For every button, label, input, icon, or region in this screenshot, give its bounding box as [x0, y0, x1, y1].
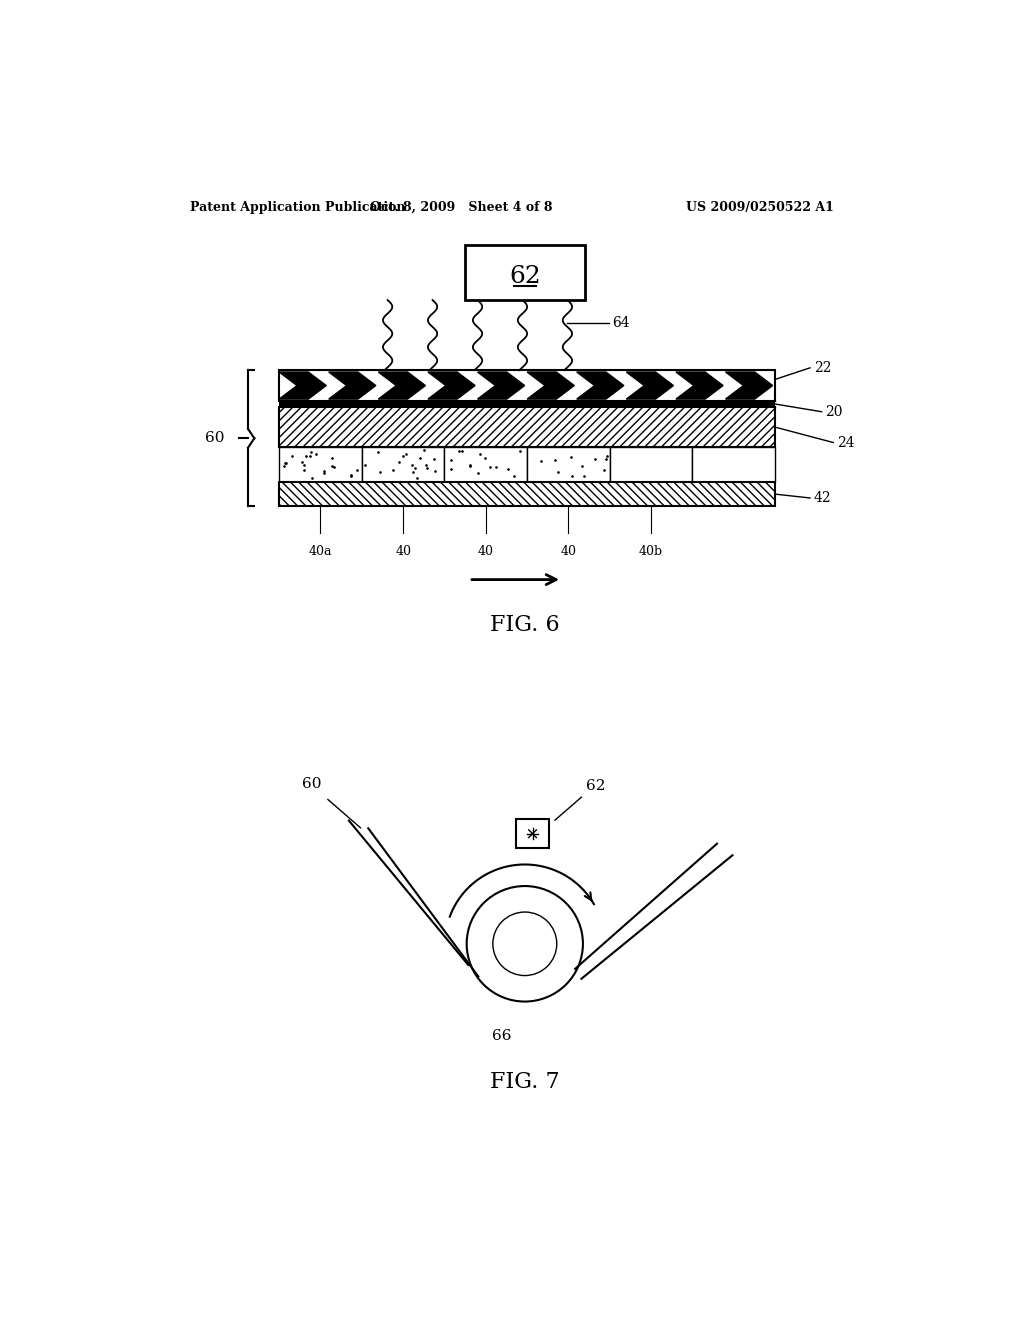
Bar	[361, 447, 444, 482]
Text: 62: 62	[586, 779, 605, 793]
Text: 60: 60	[206, 432, 225, 445]
Bar	[280, 482, 775, 507]
Polygon shape	[726, 372, 773, 399]
Text: 40b: 40b	[639, 545, 664, 558]
Polygon shape	[676, 372, 723, 399]
Text: 22: 22	[814, 360, 831, 375]
Polygon shape	[428, 372, 475, 399]
Polygon shape	[378, 372, 425, 399]
Text: Oct. 8, 2009   Sheet 4 of 8: Oct. 8, 2009 Sheet 4 of 8	[370, 201, 553, 214]
Text: 24: 24	[838, 436, 855, 450]
Text: 40: 40	[560, 545, 577, 558]
Bar	[692, 447, 775, 482]
Polygon shape	[477, 372, 524, 399]
Polygon shape	[577, 372, 624, 399]
Text: US 2009/0250522 A1: US 2009/0250522 A1	[686, 201, 834, 214]
Polygon shape	[280, 372, 327, 399]
Bar	[280, 370, 775, 401]
Text: 20: 20	[825, 405, 843, 418]
Text: 40: 40	[478, 545, 494, 558]
Bar	[465, 244, 585, 300]
Bar	[280, 407, 775, 447]
Bar	[527, 447, 609, 482]
Bar	[609, 447, 692, 482]
Polygon shape	[329, 372, 376, 399]
Text: 60: 60	[302, 777, 322, 792]
Text: 42: 42	[814, 491, 831, 506]
Bar	[280, 401, 775, 407]
Bar	[516, 818, 549, 849]
Text: FIG. 7: FIG. 7	[490, 1071, 559, 1093]
Text: Patent Application Publication: Patent Application Publication	[190, 201, 406, 214]
Text: FIG. 6: FIG. 6	[490, 614, 559, 636]
Text: 40: 40	[395, 545, 411, 558]
Polygon shape	[627, 372, 674, 399]
Text: 64: 64	[612, 317, 630, 330]
Text: 66: 66	[492, 1028, 511, 1043]
Bar	[444, 447, 527, 482]
Bar	[280, 447, 361, 482]
Text: 62: 62	[509, 265, 541, 288]
Polygon shape	[527, 372, 574, 399]
Text: 40a: 40a	[308, 545, 332, 558]
